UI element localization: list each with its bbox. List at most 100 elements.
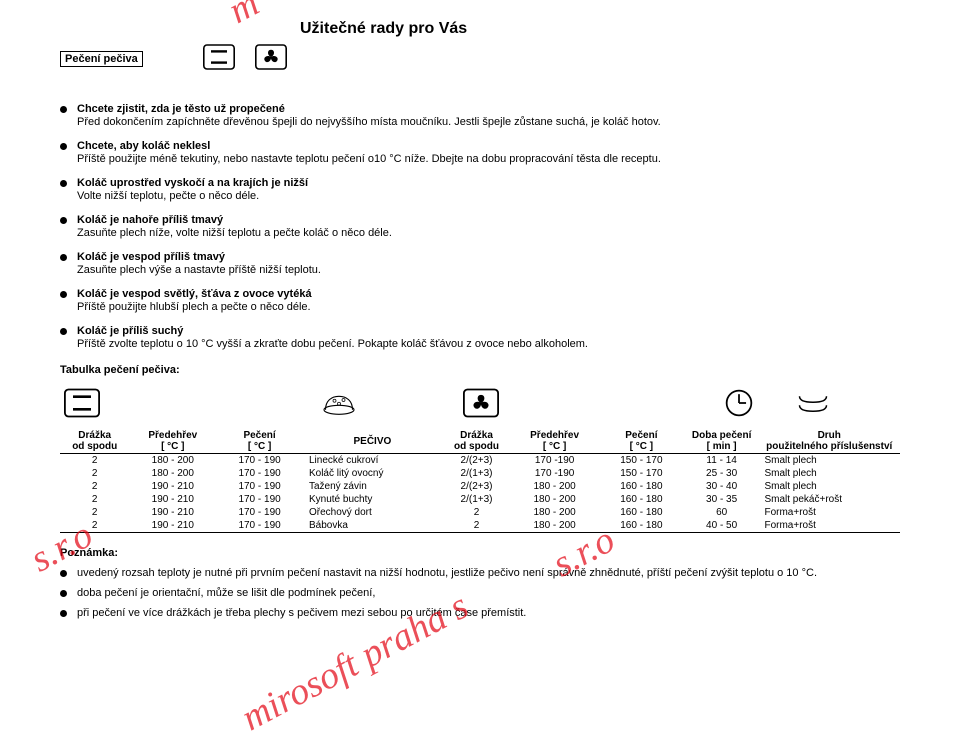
bullet-icon	[60, 180, 67, 187]
tip-text: Chcete zjistit, zda je těsto už propečen…	[77, 103, 900, 128]
cell: 150 - 170	[598, 454, 685, 468]
cell: 170 - 190	[216, 519, 303, 533]
col-header: PEČIVO	[303, 429, 442, 454]
page-title: Užitečné rady pro Vás	[300, 20, 467, 38]
note-item: doba pečení je orientační, může se lišit…	[60, 587, 900, 599]
top-bottom-heat-icon	[203, 44, 235, 73]
tip-item: Koláč je nahoře příliš tmavýZasuňte plec…	[60, 214, 900, 239]
cell: 60	[685, 506, 759, 519]
cell: 160 - 180	[598, 493, 685, 506]
col-header: Předehřev[ °C ]	[129, 429, 216, 454]
bullet-icon	[60, 570, 67, 577]
note-text: doba pečení je orientační, může se lišit…	[77, 587, 900, 599]
cell: Tažený závin	[303, 480, 442, 493]
col-header: Drážkaod spodu	[60, 429, 129, 454]
cell: 190 - 210	[129, 519, 216, 533]
tips-list: Chcete zjistit, zda je těsto už propečen…	[60, 103, 900, 350]
cell: 2/(1+3)	[442, 467, 511, 480]
note-item: uvedený rozsah teploty je nutné při prvn…	[60, 567, 900, 579]
cell: 30 - 40	[685, 480, 759, 493]
tip-text: Koláč uprostřed vyskočí a na krajích je …	[77, 177, 900, 202]
table-row: 2190 - 210170 - 190Tažený závin2/(2+3)18…	[60, 480, 900, 493]
tip-item: Koláč je vespod světlý, šťáva z ovoce vy…	[60, 288, 900, 313]
section-label: Pečení pečiva	[60, 51, 143, 67]
cell: Smalt plech	[758, 480, 900, 493]
tip-text: Chcete, aby koláč nekleslPříště použijte…	[77, 140, 900, 165]
cell: 180 - 200	[129, 467, 216, 480]
table-row: 2190 - 210170 - 190Bábovka2180 - 200160 …	[60, 519, 900, 533]
cake-icon	[321, 388, 455, 421]
cell: 40 - 50	[685, 519, 759, 533]
tip-item: Koláč je vespod příliš tmavýZasuňte plec…	[60, 251, 900, 276]
note-text: uvedený rozsah teploty je nutné při prvn…	[77, 567, 900, 579]
cell: 2	[60, 480, 129, 493]
tip-text: Koláč je vespod světlý, šťáva z ovoce vy…	[77, 288, 900, 313]
bullet-icon	[60, 106, 67, 113]
cell: 2	[60, 467, 129, 480]
cell: Smalt plech	[758, 454, 900, 468]
fan-icon	[463, 388, 530, 421]
cell: 25 - 30	[685, 467, 759, 480]
cell: 190 - 210	[129, 480, 216, 493]
tip-text: Koláč je příliš suchýPříště zvolte teplo…	[77, 325, 900, 350]
cell: Smalt plech	[758, 467, 900, 480]
cell: 180 - 200	[511, 519, 598, 533]
cell: 30 - 35	[685, 493, 759, 506]
table-row: 2180 - 200170 - 190Koláč litý ovocný2/(1…	[60, 467, 900, 480]
col-header: Druhpoužitelného příslušenství	[758, 429, 900, 454]
tip-text: Koláč je nahoře příliš tmavýZasuňte plec…	[77, 214, 900, 239]
tray-icon	[795, 388, 896, 421]
cell: 170 - 190	[216, 454, 303, 468]
note-text: při pečení ve více drážkách je třeba ple…	[77, 607, 900, 619]
bullet-icon	[60, 217, 67, 224]
notes-list: uvedený rozsah teploty je nutné při prvn…	[60, 567, 900, 619]
table-icon-row	[60, 384, 900, 425]
table-row: 2190 - 210170 - 190Kynuté buchty2/(1+3)1…	[60, 493, 900, 506]
col-header: Doba pečení[ min ]	[685, 429, 759, 454]
bullet-icon	[60, 328, 67, 335]
cell: Smalt pekáč+rošt	[758, 493, 900, 506]
tip-text: Koláč je vespod příliš tmavýZasuňte plec…	[77, 251, 900, 276]
cell: 2	[60, 454, 129, 468]
cell: 180 - 200	[129, 454, 216, 468]
baking-table: Drážkaod spodu Předehřev[ °C ] Pečení[ °…	[60, 384, 900, 533]
cell: Forma+rošt	[758, 519, 900, 533]
cell: 2	[60, 506, 129, 519]
cell: 150 - 170	[598, 467, 685, 480]
col-header: Pečení[ °C ]	[216, 429, 303, 454]
cell: 160 - 180	[598, 480, 685, 493]
table-row: 2190 - 210170 - 190Ořechový dort2180 - 2…	[60, 506, 900, 519]
cell: 180 - 200	[511, 506, 598, 519]
cell: 170 -190	[511, 454, 598, 468]
tip-item: Koláč uprostřed vyskočí a na krajích je …	[60, 177, 900, 202]
table-row: 2180 - 200170 - 190Linecké cukroví2/(2+3…	[60, 454, 900, 468]
cell: Kynuté buchty	[303, 493, 442, 506]
bullet-icon	[60, 590, 67, 597]
cell: Bábovka	[303, 519, 442, 533]
cell: 2	[442, 519, 511, 533]
tip-item: Chcete, aby koláč nekleslPříště použijte…	[60, 140, 900, 165]
cell: 2	[60, 519, 129, 533]
col-header: Pečení[ °C ]	[598, 429, 685, 454]
top-bottom-heat-icon	[64, 388, 131, 421]
bullet-icon	[60, 254, 67, 261]
table-header-row: Drážkaod spodu Předehřev[ °C ] Pečení[ °…	[60, 429, 900, 454]
tip-item: Koláč je příliš suchýPříště zvolte teplo…	[60, 325, 900, 350]
cell: 160 - 180	[598, 519, 685, 533]
cell: Forma+rošt	[758, 506, 900, 519]
cell: 180 - 200	[511, 493, 598, 506]
cell: Ořechový dort	[303, 506, 442, 519]
bullet-icon	[60, 610, 67, 617]
table-title: Tabulka pečení pečiva:	[60, 364, 900, 376]
cell: 170 - 190	[216, 480, 303, 493]
bullet-icon	[60, 143, 67, 150]
cell: 2/(2+3)	[442, 480, 511, 493]
cell: 2	[60, 493, 129, 506]
cell: Linecké cukroví	[303, 454, 442, 468]
cell: 2	[442, 506, 511, 519]
cell: 170 - 190	[216, 467, 303, 480]
cell: 180 - 200	[511, 480, 598, 493]
col-header: Drážkaod spodu	[442, 429, 511, 454]
cell: Koláč litý ovocný	[303, 467, 442, 480]
cell: 2/(2+3)	[442, 454, 511, 468]
